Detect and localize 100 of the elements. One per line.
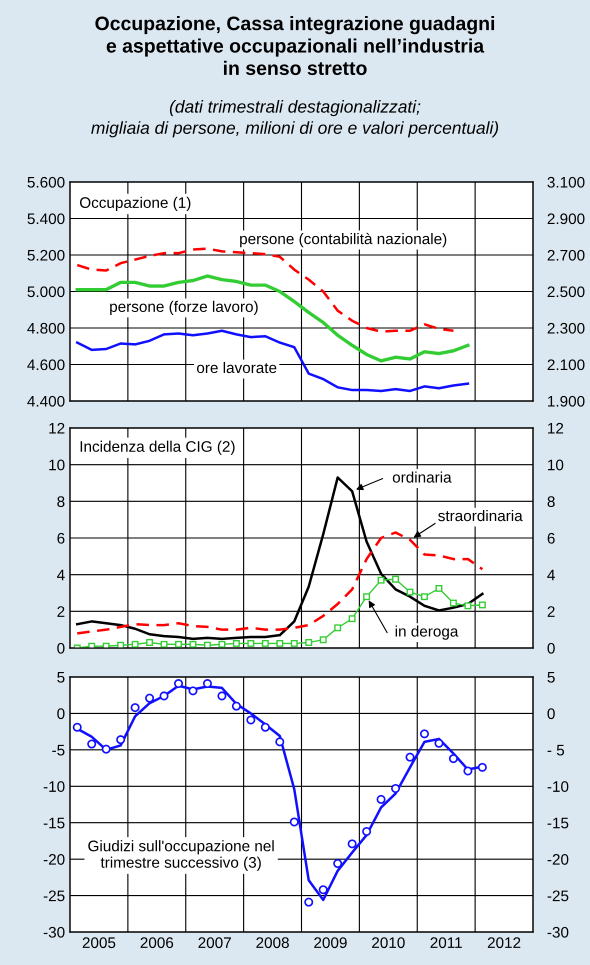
y-tick-label: 5.600 <box>28 176 65 188</box>
point <box>305 639 312 646</box>
y-tick-label: 4 <box>56 570 65 580</box>
chart-title: Occupazione, Cassa integrazione guadagni e aspettative occupazionali nell’industria in senso stretto <box>95 16 494 76</box>
x-tick-label: 2011 <box>430 937 462 948</box>
point <box>175 640 182 648</box>
y-tick-label: 2 <box>57 606 64 617</box>
y2-tick-label: -10 <box>548 781 568 792</box>
point <box>478 762 487 772</box>
x-tick-label: 2012 <box>488 937 520 948</box>
y-tick-label: -10 <box>44 781 65 792</box>
y-tick-label: 4.800 <box>27 322 65 334</box>
y2-tick-label: 0 <box>547 708 555 720</box>
y2-tick-label: 8 <box>548 496 555 508</box>
point <box>392 576 400 583</box>
chart-subtitle: (dati trimestrali destagionalizzati; migliaia di persone, milioni di ore e valori percentuali) <box>91 100 498 138</box>
point <box>448 754 458 764</box>
y-tick-label: 5.000 <box>28 286 65 298</box>
y2-tick-label: -30 <box>548 926 568 938</box>
y2-tick-label: 12 <box>548 422 564 434</box>
series-label: in deroga <box>396 625 458 640</box>
point <box>478 601 486 608</box>
y-tick-label: 5 <box>57 672 64 683</box>
annotation: Occupazione (1) <box>80 196 190 212</box>
point <box>232 702 241 711</box>
point <box>363 593 370 600</box>
x-tick-label: 2008 <box>256 937 289 948</box>
point <box>87 740 96 749</box>
point <box>406 588 414 596</box>
point <box>160 640 168 648</box>
point <box>146 639 154 646</box>
series-label: persone (forze lavoro) <box>110 300 258 316</box>
point <box>276 640 284 647</box>
y-tick-label: 4.600 <box>27 359 65 370</box>
point <box>420 729 429 738</box>
point <box>290 817 299 826</box>
x-tick-label: 2009 <box>314 937 347 948</box>
point <box>304 898 314 907</box>
point <box>160 691 169 700</box>
y2-tick-label: 5 <box>548 672 555 683</box>
point <box>72 722 82 732</box>
y-tick-label: 12 <box>49 422 64 434</box>
y-tick-label: 5.400 <box>28 213 65 224</box>
point <box>145 694 154 703</box>
y-tick-label: 10 <box>49 460 65 470</box>
line-series <box>76 329 470 392</box>
point <box>102 744 111 754</box>
point <box>247 640 254 647</box>
point <box>320 636 327 644</box>
x-tick-label: 2007 <box>198 937 231 948</box>
point <box>290 640 298 647</box>
point <box>88 642 96 648</box>
point <box>334 624 342 632</box>
point <box>275 737 284 746</box>
y2-tick-label: 10 <box>548 460 564 470</box>
y-tick-label: -30 <box>44 926 65 938</box>
point <box>333 859 342 868</box>
y2-tick-label: 2.100 <box>548 359 585 370</box>
y-tick-label: -15 <box>44 818 64 828</box>
point <box>117 642 124 648</box>
y-tick-label: 6 <box>57 532 64 544</box>
x-tick-label: 2005 <box>82 937 116 948</box>
point <box>132 640 139 648</box>
y-tick-label: -20 <box>44 854 65 865</box>
x-tick-label: 2006 <box>140 937 174 948</box>
point <box>464 602 472 610</box>
point <box>204 642 211 648</box>
point <box>202 679 212 688</box>
text: straordinaria <box>438 510 523 522</box>
point <box>362 826 372 836</box>
y-tick-label: 5.200 <box>28 250 65 261</box>
y2-tick-label: 1.900 <box>548 396 585 407</box>
y-tick-label: 4.400 <box>27 396 65 407</box>
point <box>190 640 196 648</box>
y2-tick-label: 0 <box>547 642 555 654</box>
y2-tick-label: - 5 <box>548 744 564 756</box>
y2-tick-label: 2.700 <box>548 250 585 261</box>
point <box>434 738 444 748</box>
y2-tick-label: 2.500 <box>548 286 585 298</box>
point <box>406 752 415 762</box>
annotation: Incidenza della CIG (2) <box>80 440 235 455</box>
y-tick-label: -25 <box>44 890 64 902</box>
point <box>348 615 356 622</box>
y2-tick-label: 2.300 <box>548 322 585 334</box>
point <box>463 766 472 776</box>
point <box>102 642 110 648</box>
y2-tick-label: -20 <box>548 854 568 865</box>
x-tick-label: 2010 <box>372 937 405 948</box>
point <box>262 640 269 647</box>
point <box>188 686 198 696</box>
line-series <box>76 247 455 333</box>
point <box>130 703 140 712</box>
point <box>174 679 184 688</box>
point <box>435 584 442 592</box>
annotation: Giudizi sull'occupazione nel trimestre successivo (3) <box>88 840 274 871</box>
point <box>391 784 400 793</box>
point <box>376 794 386 804</box>
point <box>116 735 126 744</box>
point <box>246 715 256 724</box>
series-label: persone (contabilità nazionale) <box>240 232 446 248</box>
